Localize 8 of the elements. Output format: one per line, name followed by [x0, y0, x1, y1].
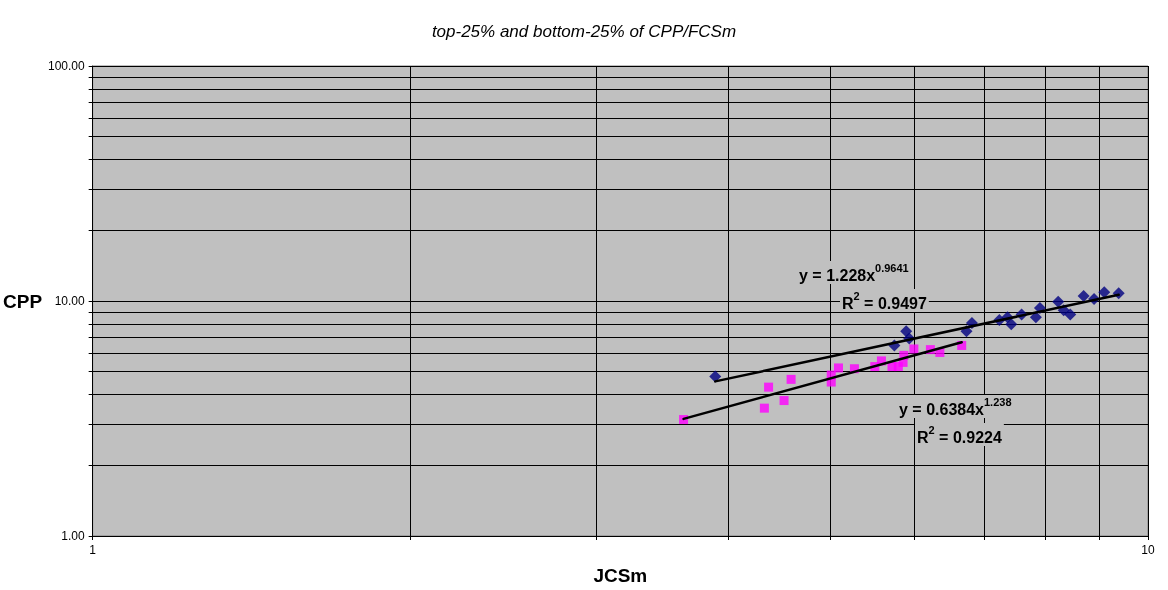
x-tick-label: 1 — [89, 543, 97, 557]
x-tick-label: 10 — [1141, 543, 1155, 557]
chart-title: top-25% and bottom-25% of CPP/FCSm — [431, 22, 737, 41]
y-tick-label: 1.00 — [61, 529, 85, 543]
y-tick-label: 10.00 — [54, 294, 85, 308]
x-axis-title: JCSm — [593, 565, 648, 586]
y-tick-label: 100.00 — [47, 59, 85, 73]
y-axis-title: CPP — [2, 290, 43, 312]
